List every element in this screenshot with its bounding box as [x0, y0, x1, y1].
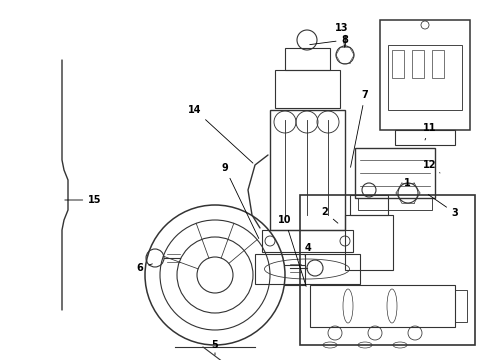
- Text: 6: 6: [136, 263, 152, 273]
- Text: 11: 11: [423, 123, 436, 140]
- Text: 10: 10: [278, 215, 305, 286]
- Bar: [354, 148, 434, 198]
- Bar: [411, 50, 423, 78]
- Bar: [357, 198, 431, 210]
- Text: 15: 15: [64, 195, 102, 205]
- Bar: [387, 45, 461, 110]
- Bar: [391, 50, 403, 78]
- Bar: [379, 20, 469, 130]
- Bar: [274, 70, 339, 108]
- Text: 3: 3: [427, 194, 457, 218]
- Text: 1: 1: [403, 178, 409, 188]
- Bar: [254, 254, 359, 284]
- Bar: [269, 110, 345, 230]
- Text: 8: 8: [309, 35, 348, 45]
- Bar: [262, 230, 352, 252]
- Text: 7: 7: [350, 90, 367, 167]
- Bar: [299, 195, 474, 345]
- Text: 5: 5: [211, 340, 218, 355]
- Bar: [345, 215, 392, 270]
- Text: 4: 4: [304, 243, 311, 256]
- Text: 2: 2: [321, 207, 337, 223]
- Text: 13: 13: [335, 23, 348, 47]
- Bar: [309, 285, 454, 327]
- Bar: [431, 50, 443, 78]
- Bar: [454, 290, 466, 322]
- Bar: [394, 130, 454, 145]
- Text: 9: 9: [221, 163, 258, 238]
- Text: 12: 12: [423, 160, 439, 173]
- Text: 14: 14: [188, 105, 252, 163]
- Bar: [349, 195, 387, 215]
- Bar: [285, 48, 329, 70]
